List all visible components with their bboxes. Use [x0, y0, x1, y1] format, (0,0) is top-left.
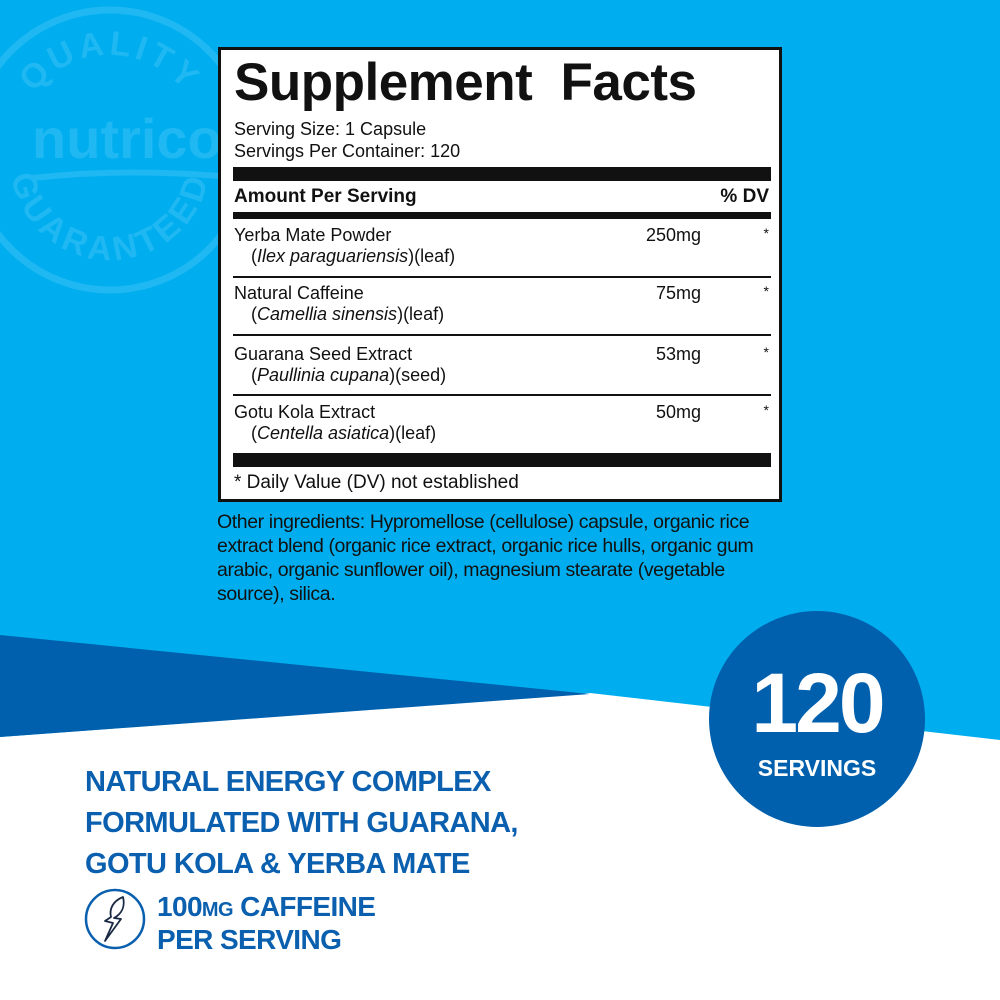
ingredient-amount: 50mg — [655, 402, 701, 422]
ingredient-source: (Paullinia cupana)(seed) — [251, 365, 447, 385]
ingredient-dv: * — [763, 225, 769, 241]
ingredient-source: (Ilex paraguariensis)(leaf) — [251, 246, 456, 266]
serving-size: Serving Size: 1 Capsule — [234, 119, 427, 139]
row-divider — [233, 276, 771, 278]
amount-per-serving-header: Amount Per Serving — [234, 186, 417, 207]
ingredient-name: Guarana Seed Extract — [234, 344, 413, 364]
ingredient-row: Gotu Kola Extract (Centella asiatica)(le… — [221, 402, 779, 444]
ingredient-name: Gotu Kola Extract — [234, 402, 376, 422]
row-divider — [233, 334, 771, 336]
other-ingredients: Other ingredients: Hypromellose (cellulo… — [217, 511, 754, 605]
servings-label: SERVINGS — [757, 755, 877, 781]
facts-title: Supplement Facts — [234, 53, 697, 112]
row-divider — [233, 394, 771, 396]
ingredient-row: Natural Caffeine (Camellia sinensis)(lea… — [221, 283, 779, 325]
ingredient-name: Yerba Mate Powder — [234, 225, 392, 245]
thick-divider — [233, 167, 771, 181]
ingredient-row: Guarana Seed Extract (Paullinia cupana)(… — [221, 344, 779, 386]
ingredient-source: (Camellia sinensis)(leaf) — [251, 304, 445, 324]
leaf-lightning-icon — [84, 888, 146, 950]
dv-header: % DV — [720, 186, 769, 207]
supplement-facts-panel: Supplement Facts Serving Size: 1 Capsule… — [218, 47, 782, 502]
caffeine-callout: 100MG CAFFEINE PER SERVING — [157, 891, 376, 955]
svg-text:QUALITY: QUALITY — [12, 24, 209, 98]
thick-divider — [233, 453, 771, 467]
dv-footnote: * Daily Value (DV) not established — [234, 472, 519, 493]
ingredient-dv: * — [763, 344, 769, 360]
servings-count: 120 — [751, 656, 885, 750]
ingredient-dv: * — [763, 402, 769, 418]
ingredient-amount: 250mg — [645, 225, 701, 245]
ingredient-row: Yerba Mate Powder (Ilex paraguariensis)(… — [221, 225, 779, 267]
servings-per-container: Servings Per Container: 120 — [234, 141, 461, 161]
servings-badge: 120 SERVINGS — [709, 611, 925, 827]
ingredient-amount: 53mg — [655, 344, 701, 364]
svg-text:GUARANTEED: GUARANTEED — [3, 168, 218, 269]
product-headline: NATURAL ENERGY COMPLEX FORMULATED WITH G… — [85, 766, 519, 880]
quality-guaranteed-seal: QUALITY nutricost GUARANTEED — [0, 6, 260, 294]
ingredient-dv: * — [763, 283, 769, 299]
medium-divider — [233, 212, 771, 219]
ingredient-name: Natural Caffeine — [234, 283, 364, 303]
dark-blue-stripe — [0, 635, 590, 737]
ingredient-amount: 75mg — [655, 283, 701, 303]
ingredient-source: (Centella asiatica)(leaf) — [251, 423, 437, 443]
